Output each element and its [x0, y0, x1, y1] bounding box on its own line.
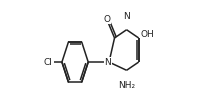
Text: N: N	[123, 12, 130, 21]
Text: Cl: Cl	[43, 58, 52, 67]
Text: NH₂: NH₂	[118, 81, 135, 90]
Text: N: N	[105, 58, 111, 67]
Text: OH: OH	[141, 30, 154, 39]
Text: O: O	[103, 15, 110, 24]
